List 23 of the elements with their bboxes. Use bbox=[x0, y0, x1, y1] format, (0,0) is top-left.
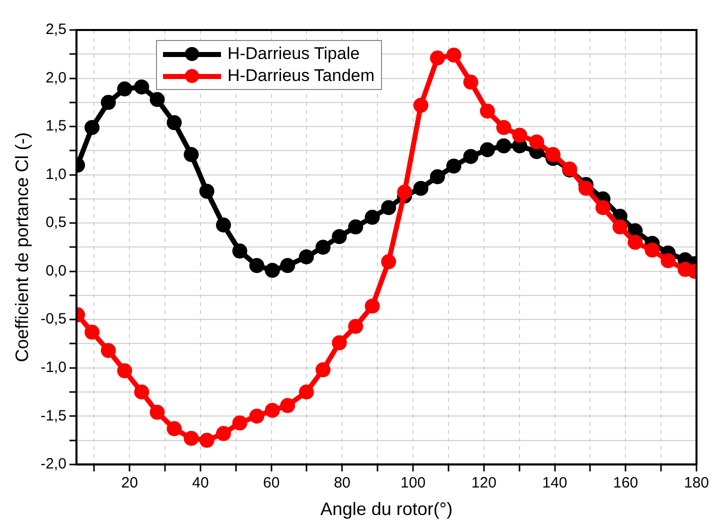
legend-label: H-Darrieus Tandem bbox=[227, 66, 375, 86]
y-tick-label: 1,5 bbox=[46, 118, 66, 135]
y-tick-label: -0,5 bbox=[40, 310, 66, 328]
x-tick-label: 80 bbox=[334, 474, 351, 492]
x-tick-label: 40 bbox=[192, 474, 209, 492]
y-tick-label: -1,5 bbox=[40, 407, 66, 424]
x-axis-title: Angle du rotor(°) bbox=[320, 499, 453, 520]
x-tick-label: 140 bbox=[542, 474, 568, 492]
x-tick-label: 120 bbox=[471, 474, 496, 492]
y-tick-label: 2,5 bbox=[46, 21, 66, 38]
y-tick-label: -1,0 bbox=[40, 359, 66, 376]
y-tick-label: 2,0 bbox=[46, 69, 66, 86]
legend-label: H-Darrieus Tipale bbox=[227, 44, 360, 64]
y-tick-label: 0,0 bbox=[46, 262, 66, 280]
y-tick-label: -2,0 bbox=[40, 456, 66, 473]
x-tick-label: 160 bbox=[613, 474, 638, 492]
x-tick-label: 180 bbox=[684, 474, 709, 492]
x-tick-label: 100 bbox=[400, 474, 426, 492]
x-tick-label: 60 bbox=[262, 474, 280, 492]
x-tick-label: 20 bbox=[121, 474, 138, 492]
y-tick-label: 1,0 bbox=[46, 166, 66, 183]
y-tick-label: 0,5 bbox=[46, 214, 66, 232]
y-axis-title: Coefficient de portance Cl (-) bbox=[12, 132, 32, 362]
